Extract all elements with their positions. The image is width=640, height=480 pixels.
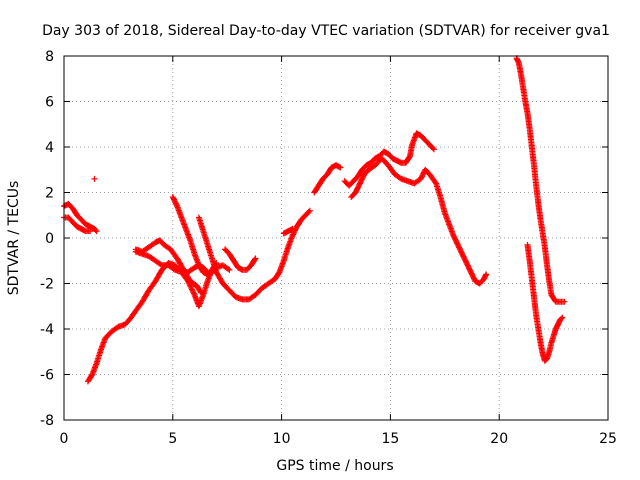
- data-point: [170, 265, 177, 272]
- data-point: [252, 255, 259, 262]
- data-point: [190, 290, 197, 297]
- data-point: [93, 228, 100, 235]
- y-tick-label: -2: [40, 277, 54, 293]
- x-tick-label: 25: [599, 431, 617, 447]
- chart-title: Day 303 of 2018, Sidereal Day-to-day VTE…: [42, 23, 610, 39]
- data-point: [92, 227, 99, 234]
- data-points: [61, 55, 568, 385]
- data-point: [173, 201, 180, 208]
- data-point: [114, 324, 121, 331]
- x-tick-label: 10: [273, 431, 291, 447]
- x-tick-label: 15: [381, 431, 399, 447]
- data-point: [430, 146, 437, 153]
- data-point: [197, 288, 204, 295]
- data-point: [305, 208, 312, 215]
- data-point: [289, 225, 296, 232]
- data-point: [559, 314, 566, 321]
- x-tick-label: 20: [490, 431, 508, 447]
- data-point: [561, 298, 568, 305]
- y-tick-label: -8: [40, 413, 54, 429]
- data-point: [396, 174, 403, 181]
- data-point: [198, 289, 205, 296]
- y-tick-label: 8: [45, 49, 54, 65]
- series-points: [61, 55, 568, 385]
- data-point: [187, 283, 194, 290]
- y-tick-label: -6: [40, 368, 54, 384]
- y-tick-label: 4: [45, 140, 54, 156]
- data-point: [483, 271, 490, 278]
- axis-ticks: 0 5 10 15 20 25 -8 -6 -4 -2 0 2 4 6 8: [40, 49, 617, 447]
- data-point: [429, 145, 436, 152]
- y-tick-label: 6: [45, 95, 54, 111]
- y-tick-label: -4: [40, 322, 54, 338]
- y-tick-label: 2: [45, 186, 54, 202]
- data-point: [225, 265, 232, 272]
- data-point: [190, 289, 197, 296]
- data-point: [188, 285, 195, 292]
- grid: [64, 56, 608, 420]
- data-point: [251, 256, 258, 263]
- plot-frame: [63, 55, 609, 421]
- data-point: [558, 315, 565, 322]
- x-tick-label: 5: [168, 431, 177, 447]
- x-axis-label: GPS time / hours: [276, 458, 393, 474]
- y-axis-label: SDTVAR / TECUs: [6, 181, 22, 296]
- data-point: [306, 207, 313, 214]
- x-tick-label: 0: [60, 431, 69, 447]
- data-point: [189, 287, 196, 294]
- data-point: [91, 175, 98, 182]
- data-point: [337, 164, 344, 171]
- data-point: [188, 286, 195, 293]
- data-point: [87, 228, 94, 235]
- y-tick-label: 0: [45, 231, 54, 247]
- data-point: [226, 266, 233, 273]
- data-point: [157, 261, 164, 268]
